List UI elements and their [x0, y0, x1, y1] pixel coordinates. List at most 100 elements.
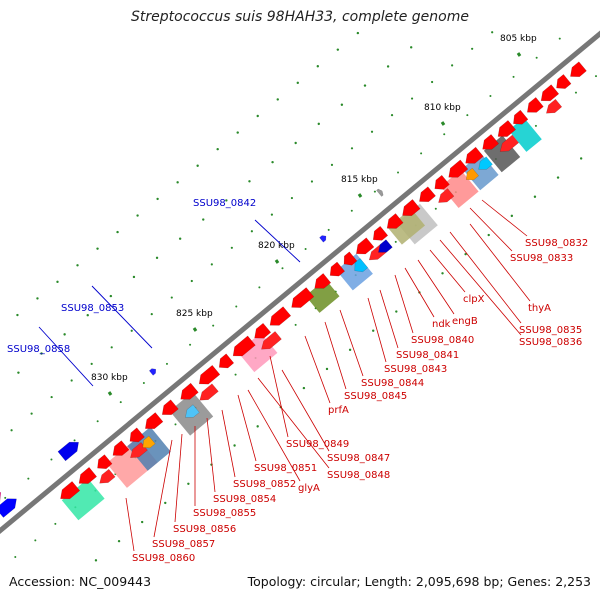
ring-dot	[394, 240, 397, 243]
gene-arrow	[465, 167, 480, 181]
ring-dot	[225, 199, 228, 202]
ring-dot	[356, 31, 360, 35]
gene-arrow	[372, 225, 389, 241]
ring-dot	[441, 272, 444, 275]
ring-dot	[348, 348, 352, 352]
gene-label-minus: glyA	[298, 483, 320, 494]
gene-arrow	[142, 435, 156, 449]
ring-dot	[178, 237, 182, 240]
ring-dot	[350, 209, 353, 212]
ring-dot	[271, 160, 274, 164]
ring-dot	[17, 371, 20, 374]
gene-arrow	[438, 188, 455, 203]
ring-dot	[256, 114, 259, 118]
ring-dot	[256, 425, 259, 428]
tick-mark	[516, 52, 522, 57]
gene-label-minus: SSU98_0843	[384, 364, 447, 375]
gene-arrow	[0, 492, 2, 503]
gene-label-minus: SSU98_0851	[254, 463, 317, 474]
leader-line	[38, 326, 94, 387]
leader-line	[237, 394, 257, 462]
dot-rings	[4, 31, 597, 562]
ring-dot	[534, 124, 537, 127]
ring-dot	[248, 180, 251, 183]
ring-dot	[296, 81, 299, 85]
gene-arrow	[545, 98, 563, 114]
ring-dot	[236, 131, 239, 134]
summary-text: Topology: circular; Length: 2,095,698 bp…	[247, 574, 591, 589]
leader-line	[379, 289, 399, 349]
gene-arrow	[291, 287, 315, 308]
ring-dot	[535, 56, 538, 59]
gene-arrow	[254, 322, 272, 339]
leader-line	[469, 207, 513, 252]
ring-dot	[116, 230, 119, 234]
leader-line	[221, 409, 236, 478]
ring-dot	[136, 214, 139, 217]
ring-dot	[373, 190, 376, 193]
ring-dot	[210, 263, 213, 266]
ring-dot	[63, 333, 66, 336]
gene-arrow	[540, 84, 560, 102]
gene-arrow	[148, 368, 157, 376]
ring-dot	[34, 539, 37, 542]
ring-dot	[27, 477, 30, 480]
gene-arrow	[329, 261, 346, 277]
ring-dot	[340, 103, 344, 106]
gene-arrow	[99, 468, 116, 484]
gene-arrow	[497, 120, 517, 137]
ring-dot	[258, 286, 261, 289]
gene-label-minus: ndk	[432, 319, 451, 330]
gene-arrow	[527, 97, 544, 113]
tick-mark	[107, 391, 113, 396]
ring-dot	[420, 152, 423, 155]
ring-dot	[156, 197, 159, 201]
shade-block	[387, 208, 425, 245]
ring-dot	[302, 386, 306, 390]
ring-dot	[14, 556, 17, 559]
gene-label-minus: SSU98_0854	[213, 494, 276, 505]
gene-arrow	[434, 174, 450, 190]
ring-dot	[140, 520, 144, 524]
ring-dot	[165, 362, 168, 365]
gene-label-minus: SSU98_0841	[396, 350, 459, 361]
gene-arrow	[261, 331, 282, 350]
gene-arrow	[478, 156, 493, 170]
leader-line	[153, 439, 173, 538]
gene-label-minus: SSU98_0845	[344, 391, 407, 402]
scale-ticks: 805 kbp 810 kbp 815 kbp 820 kbp 825 kbp 830 k…	[91, 34, 537, 396]
gene-label-minus: SSU98_0855	[193, 508, 256, 519]
ring-dot	[294, 323, 297, 326]
tick-label: 825 kbp	[176, 309, 213, 319]
tick-label: 815 kbp	[341, 175, 378, 185]
ring-dot	[316, 65, 320, 68]
ring-dot	[150, 313, 153, 316]
ring-dot	[189, 343, 192, 346]
gene-label-minus: SSU98_0840	[411, 335, 474, 346]
gene-arrow	[78, 466, 98, 484]
gene-arrow	[319, 235, 327, 243]
ring-dot	[390, 114, 394, 117]
ring-dot	[556, 176, 560, 179]
gene-arrow	[465, 146, 484, 164]
ring-dot	[270, 213, 273, 216]
ring-dot	[512, 75, 515, 78]
ring-dot	[276, 98, 279, 101]
gene-arrows	[0, 61, 587, 518]
ring-dot	[574, 91, 577, 94]
map-title: Streptococcus suis 98HAH33, complete gen…	[131, 9, 469, 25]
ring-dot	[40, 352, 43, 355]
gene-arrow	[0, 498, 17, 518]
gene-label-plus: SSU98_0842	[193, 198, 256, 209]
ring-dot	[86, 314, 89, 317]
ring-dot	[471, 47, 474, 50]
ring-dot	[187, 482, 190, 485]
tick-label: 830 kbp	[91, 373, 128, 383]
tick-mark	[192, 327, 198, 332]
leader-line	[394, 274, 414, 334]
gene-label-minus: engB	[452, 316, 478, 327]
ring-dot	[119, 401, 122, 404]
ring-dot	[16, 313, 19, 317]
tick-mark	[440, 121, 446, 126]
ring-dot	[50, 395, 53, 399]
